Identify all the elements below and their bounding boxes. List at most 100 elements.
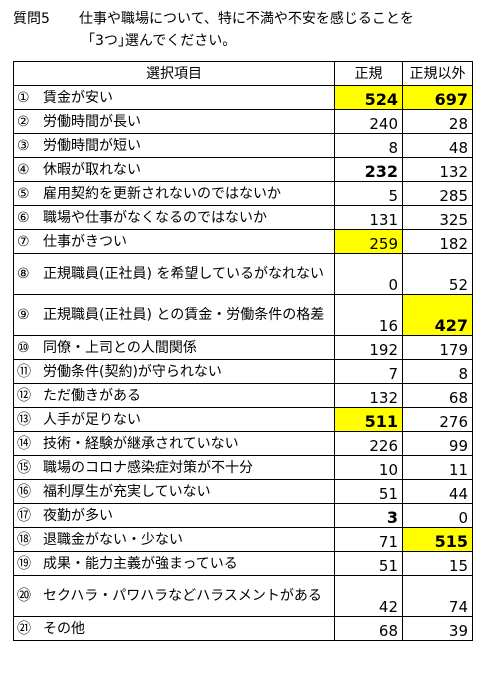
table-header-row: 選択項目 正規 正規以外 xyxy=(13,61,473,86)
item-number: ⑱ xyxy=(17,531,31,548)
table-row: ⑧ 正規職員(正社員) を希望しているがなれない 0 52 xyxy=(13,253,473,295)
nonregular-value: 132 xyxy=(402,157,473,182)
regular-value: 3 xyxy=(334,503,403,528)
nonregular-value: 48 xyxy=(402,133,473,158)
nonregular-value: 276 xyxy=(402,407,473,432)
item-label: 職場のコロナ感染症対策が不十分 xyxy=(43,459,253,476)
regular-value: 259 xyxy=(334,229,403,254)
header-regular: 正規 xyxy=(334,61,403,86)
regular-value: 8 xyxy=(334,133,403,158)
item-number: ⑧ xyxy=(17,266,30,282)
item-cell: ⑫ ただ働きがある xyxy=(13,383,335,408)
regular-value: 16 xyxy=(334,294,403,336)
item-number: ⑮ xyxy=(17,459,31,476)
regular-value: 131 xyxy=(334,205,403,230)
item-number: ⑯ xyxy=(17,483,31,500)
table-row: ⑨ 正規職員(正社員) との賃金・労働条件の格差 16 427 xyxy=(13,294,473,336)
question-text-line2: ｢3つ｣選んでください。 xyxy=(88,33,237,49)
item-label: 労働時間が長い xyxy=(43,113,141,130)
regular-value: 524 xyxy=(334,85,403,110)
nonregular-value: 8 xyxy=(402,359,473,384)
regular-value: 5 xyxy=(334,181,403,206)
nonregular-value: 427 xyxy=(402,294,473,336)
item-number: ⑦ xyxy=(17,233,30,250)
nonregular-value: 515 xyxy=(402,527,473,552)
nonregular-value: 52 xyxy=(402,253,473,295)
item-cell: ⑪ 労働条件(契約)が守られない xyxy=(13,359,335,384)
item-cell: ⑩ 同僚・上司との人間関係 xyxy=(13,335,335,360)
table-row: ⑪ 労働条件(契約)が守られない 7 8 xyxy=(13,359,473,384)
regular-value: 68 xyxy=(334,616,403,641)
nonregular-value: 68 xyxy=(402,383,473,408)
table-row: ⑭ 技術・経験が継承されていない 226 99 xyxy=(13,431,473,456)
item-label: 退職金がない・少ない xyxy=(43,531,183,548)
regular-value: 42 xyxy=(334,575,403,617)
item-cell: ⑦ 仕事がきつい xyxy=(13,229,335,254)
item-cell: ④ 休暇が取れない xyxy=(13,157,335,182)
item-label: 労働条件(契約)が守られない xyxy=(43,363,222,380)
item-number: ① xyxy=(17,89,30,106)
nonregular-value: 285 xyxy=(402,181,473,206)
header-item: 選択項目 xyxy=(13,61,335,86)
item-cell: ⑱ 退職金がない・少ない xyxy=(13,527,335,552)
regular-value: 226 xyxy=(334,431,403,456)
table-row: ⑳ セクハラ・パワハラなどハラスメントがある 42 74 xyxy=(13,575,473,617)
regular-value: 232 xyxy=(334,157,403,182)
item-label: 正規職員(正社員) を希望しているがなれない xyxy=(43,266,324,282)
nonregular-value: 0 xyxy=(402,503,473,528)
item-number: ⑭ xyxy=(17,435,31,452)
item-cell: ⑧ 正規職員(正社員) を希望しているがなれない xyxy=(13,253,335,295)
item-cell: ⑲ 成果・能力主義が強まっている xyxy=(13,551,335,576)
item-label: その他 xyxy=(43,620,85,637)
item-cell: ⑬ 人手が足りない xyxy=(13,407,335,432)
item-label: 技術・経験が継承されていない xyxy=(43,435,239,452)
item-label: 成果・能力主義が強まっている xyxy=(43,555,238,572)
nonregular-value: 99 xyxy=(402,431,473,456)
item-number: ⑲ xyxy=(17,555,31,572)
header-nonregular: 正規以外 xyxy=(402,61,473,86)
item-number: ⑬ xyxy=(17,411,31,428)
table-row: ① 賃金が安い 524 697 xyxy=(13,85,473,110)
item-cell: ② 労働時間が長い xyxy=(13,109,335,134)
item-cell: ⑯ 福利厚生が充実していない xyxy=(13,479,335,504)
nonregular-value: 179 xyxy=(402,335,473,360)
results-table: 選択項目 正規 正規以外 ① 賃金が安い 524 697 ② 労働時間が長い 240 28 ③ 労… xyxy=(13,61,473,641)
item-label: 職場や仕事がなくなるのではないか xyxy=(43,209,267,226)
item-label: セクハラ・パワハラなどハラスメントがある xyxy=(43,588,322,604)
item-cell: ⑨ 正規職員(正社員) との賃金・労働条件の格差 xyxy=(13,294,335,336)
table-row: ⑤ 雇用契約を更新されないのではないか 5 285 xyxy=(13,181,473,206)
item-number: ⑪ xyxy=(17,363,31,380)
item-cell: ① 賃金が安い xyxy=(13,85,335,110)
nonregular-value: 697 xyxy=(402,85,473,110)
table-row: ⑲ 成果・能力主義が強まっている 51 15 xyxy=(13,551,473,576)
item-number: ⑩ xyxy=(17,339,30,356)
regular-value: 51 xyxy=(334,479,403,504)
item-cell: ⑮ 職場のコロナ感染症対策が不十分 xyxy=(13,455,335,480)
nonregular-value: 28 xyxy=(402,109,473,134)
item-label: 仕事がきつい xyxy=(43,233,127,250)
regular-value: 51 xyxy=(334,551,403,576)
item-label: 同僚・上司との人間関係 xyxy=(43,339,197,356)
nonregular-value: 74 xyxy=(402,575,473,617)
table-row: ⑦ 仕事がきつい 259 182 xyxy=(13,229,473,254)
table-row: ⑰ 夜勤が多い 3 0 xyxy=(13,503,473,528)
item-number: ② xyxy=(17,113,30,130)
regular-value: 240 xyxy=(334,109,403,134)
regular-value: 71 xyxy=(334,527,403,552)
question-text-line1: 仕事や職場について、特に不満や不安を感じることを xyxy=(79,11,414,27)
table-row: ④ 休暇が取れない 232 132 xyxy=(13,157,473,182)
regular-value: 132 xyxy=(334,383,403,408)
table-row: ③ 労働時間が短い 8 48 xyxy=(13,133,473,158)
regular-value: 192 xyxy=(334,335,403,360)
item-cell: ⑭ 技術・経験が継承されていない xyxy=(13,431,335,456)
item-number: ⑫ xyxy=(17,387,31,404)
item-label: 福利厚生が充実していない xyxy=(43,483,211,500)
item-label: 賃金が安い xyxy=(43,89,113,106)
regular-value: 10 xyxy=(334,455,403,480)
question-header: 質問5 仕事や職場について、特に不満や不安を感じることを ｢3つ｣選んでください… xyxy=(13,8,478,52)
item-label: 休暇が取れない xyxy=(43,161,141,178)
table-row: ⑱ 退職金がない・少ない 71 515 xyxy=(13,527,473,552)
table-row: ⑫ ただ働きがある 132 68 xyxy=(13,383,473,408)
item-label: 雇用契約を更新されないのではないか xyxy=(43,185,281,202)
